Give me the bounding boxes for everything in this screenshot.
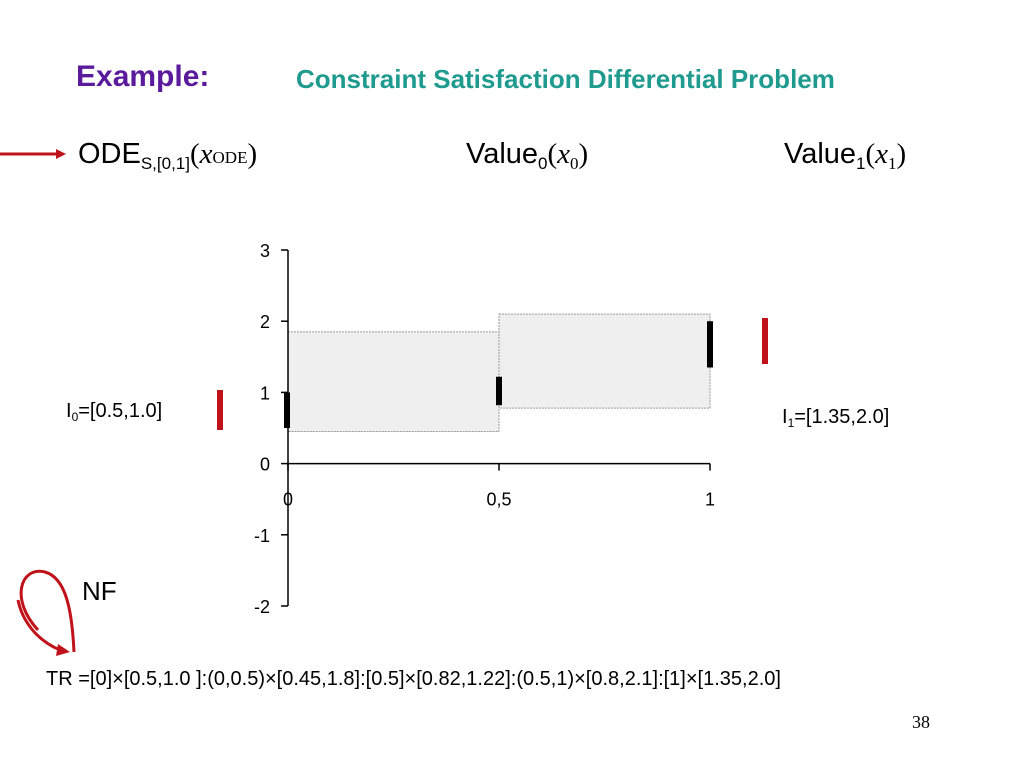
interval-bar-0 <box>284 392 290 428</box>
value0-close-paren: ) <box>578 138 589 170</box>
value0-var-sub: 0 <box>570 154 579 173</box>
example-label: Example: <box>76 60 210 93</box>
slide-title: Constraint Satisfaction Differential Pro… <box>296 64 835 94</box>
ode-sub: S,[0,1] <box>140 154 190 173</box>
i1-value: =[1.35,2.0] <box>794 406 890 428</box>
i0-sub: 0 <box>71 410 79 424</box>
enclosure-box-0 <box>287 331 500 433</box>
value0-sub: 0 <box>538 154 548 173</box>
i1-name: I <box>782 406 788 428</box>
y-tick-label-0: 3 <box>260 241 270 261</box>
y-tick-label-2: 1 <box>260 383 270 403</box>
x-tick-label-1: 0,5 <box>486 490 511 510</box>
interval-bar-1 <box>496 376 502 406</box>
loop-arrow-icon <box>16 569 76 656</box>
ode-header: ODES,[0,1](xODE) <box>78 138 257 174</box>
value1-sub: 1 <box>856 154 866 173</box>
y-tick-label-3: 0 <box>260 455 270 475</box>
arrow-right-icon <box>0 149 66 159</box>
y-tick-label-4: -1 <box>254 526 270 546</box>
y-tick-label-1: 2 <box>260 312 270 332</box>
interval-bar-2 <box>707 321 713 368</box>
nf-label: NF <box>82 576 117 606</box>
value0-open-paren: ( <box>547 138 558 170</box>
value0-var: x <box>557 138 571 170</box>
value1-open-paren: ( <box>865 138 876 170</box>
interval-i0-label: I0=[0.5,1.0] <box>66 400 162 424</box>
ode-main: ODE <box>78 138 141 170</box>
page-number: 38 <box>912 712 930 732</box>
tr-expression: TR =[0]×[0.5,1.0 ]:(0,0.5)×[0.45,1.8]:[0… <box>46 668 781 690</box>
x-tick-label-2: 1 <box>705 490 715 510</box>
value1-var-sub: 1 <box>888 154 897 173</box>
interval-i1-label: I1=[1.35,2.0] <box>782 406 889 430</box>
value1-var: x <box>875 138 889 170</box>
value0-header: Value0(x0) <box>466 138 588 174</box>
value1-header: Value1(x1) <box>784 138 906 174</box>
i0-name: I <box>66 400 72 422</box>
ode-var: x <box>199 138 213 170</box>
red-marker-i0 <box>217 390 223 430</box>
ode-close-paren: ) <box>247 138 258 170</box>
value1-main: Value <box>784 138 857 170</box>
x-tick-label-0: 0 <box>283 490 293 510</box>
value0-main: Value <box>466 138 539 170</box>
red-marker-i1 <box>762 318 768 364</box>
i1-sub: 1 <box>787 416 795 430</box>
ode-var-sub: ODE <box>212 148 248 167</box>
i0-value: =[0.5,1.0] <box>78 400 163 422</box>
value1-close-paren: ) <box>896 138 907 170</box>
ode-open-paren: ( <box>189 138 200 170</box>
enclosure-box-1 <box>498 313 711 409</box>
y-tick-label-5: -2 <box>254 597 270 617</box>
